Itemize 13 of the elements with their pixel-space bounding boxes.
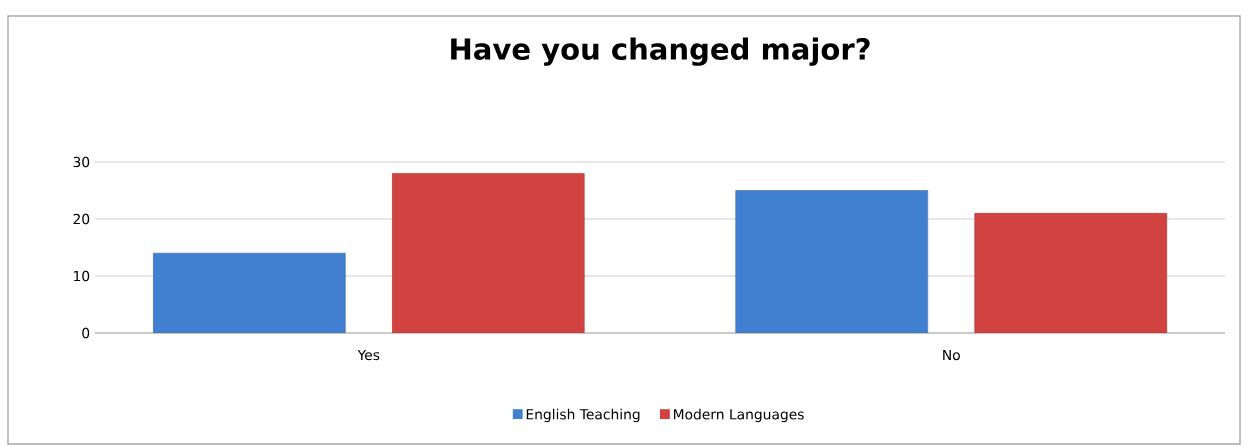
legend-label: Modern Languages	[673, 408, 804, 423]
bar	[152, 252, 346, 333]
legend-label: English Teaching	[526, 408, 640, 423]
x-tick-label: Yes	[357, 349, 380, 361]
bar	[391, 173, 585, 333]
y-tick-label: 30	[73, 156, 90, 168]
y-tick-label: 20	[73, 213, 90, 225]
y-tick-label: 0	[82, 327, 90, 339]
chart-title: Have you changed major?	[451, 37, 870, 66]
bar	[974, 213, 1168, 333]
x-tick-label: No	[943, 349, 960, 361]
bar	[735, 190, 929, 333]
y-tick-label: 10	[74, 270, 90, 282]
